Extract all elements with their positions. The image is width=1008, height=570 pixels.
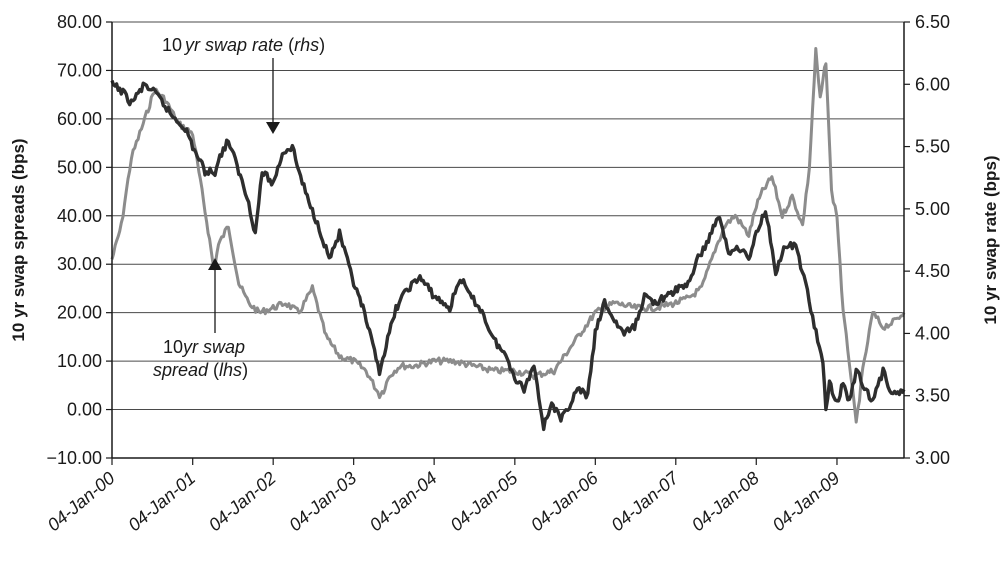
rate-annotation-rhs: rhs [294,35,319,55]
series-line-swap-rate [110,80,906,432]
left-tick-label: 0.00 [67,400,102,420]
rate-annotation-italic: yr swap rate [183,35,283,55]
left-tick-label: 60.00 [57,109,102,129]
spread-annotation-italic1: yr swap [181,337,245,357]
rate-annotation: 10 yr swap rate (rhs) [162,35,325,55]
spread-annotation-open: ( [208,360,219,380]
left-tick-label: −10.00 [46,448,102,468]
series-line-swap-spread [110,47,906,424]
left-axis-title: 10 yr swap spreads (bps) [9,138,28,341]
left-tick-label: 20.00 [57,303,102,323]
spread-annotation-arrowhead [208,258,222,270]
grid-lines [112,21,904,411]
x-tick-label: 04-Jan-03 [285,468,360,535]
spread-annotation-close: ) [242,360,248,380]
left-tick-label: 50.00 [57,157,102,177]
left-tick-label: 40.00 [57,206,102,226]
series-lines [110,47,906,432]
x-tick-label: 04-Jan-05 [446,467,522,535]
x-tick-label: 04-Jan-08 [688,468,763,535]
x-tick-label: 04-Jan-00 [44,468,119,535]
spread-annotation-line1: 10yr swap [163,337,245,357]
spread-annotation-prefix: 10 [163,337,183,357]
rate-annotation-close: ) [319,35,325,55]
rate-annotation-prefix: 10 [162,35,182,55]
right-tick-labels: 6.50 6.00 5.50 5.00 4.50 4.00 3.50 3.00 [904,12,950,468]
left-tick-label: 70.00 [57,60,102,80]
left-tick-labels: 80.00 70.00 60.00 50.00 40.00 30.00 20.00 10.00… [46,12,112,468]
right-tick-label: 3.00 [915,448,950,468]
rate-annotation-arrowhead [266,122,280,134]
right-axis-title: 10 yr swap rate (bps) [981,155,1000,324]
right-tick-label: 5.00 [915,199,950,219]
right-tick-label: 5.50 [915,137,950,157]
x-tick-label: 04-Jan-09 [769,468,844,535]
x-tick-label: 04-Jan-07 [607,467,683,535]
spread-annotation-lhs: lhs [219,360,242,380]
rate-annotation-open: ( [283,35,294,55]
right-tick-label: 6.50 [915,12,950,32]
right-tick-label: 6.00 [915,74,950,94]
x-tick-label: 04-Jan-06 [527,467,603,535]
left-tick-label: 30.00 [57,254,102,274]
right-tick-label: 4.00 [915,323,950,343]
right-tick-label: 4.50 [915,261,950,281]
x-tick-label: 04-Jan-01 [124,468,199,535]
left-tick-label: 80.00 [57,12,102,32]
left-tick-label: 10.00 [57,351,102,371]
x-tick-labels: 04-Jan-00 04-Jan-01 04-Jan-02 04-Jan-03 04-J… [44,458,844,535]
x-tick-label: 04-Jan-02 [205,468,280,535]
right-tick-label: 3.50 [915,386,950,406]
x-tick-label: 04-Jan-04 [366,468,441,535]
spread-annotation-line2: spread (lhs) [153,360,248,380]
axes [111,22,905,459]
spread-annotation-italic2: spread [153,360,209,380]
